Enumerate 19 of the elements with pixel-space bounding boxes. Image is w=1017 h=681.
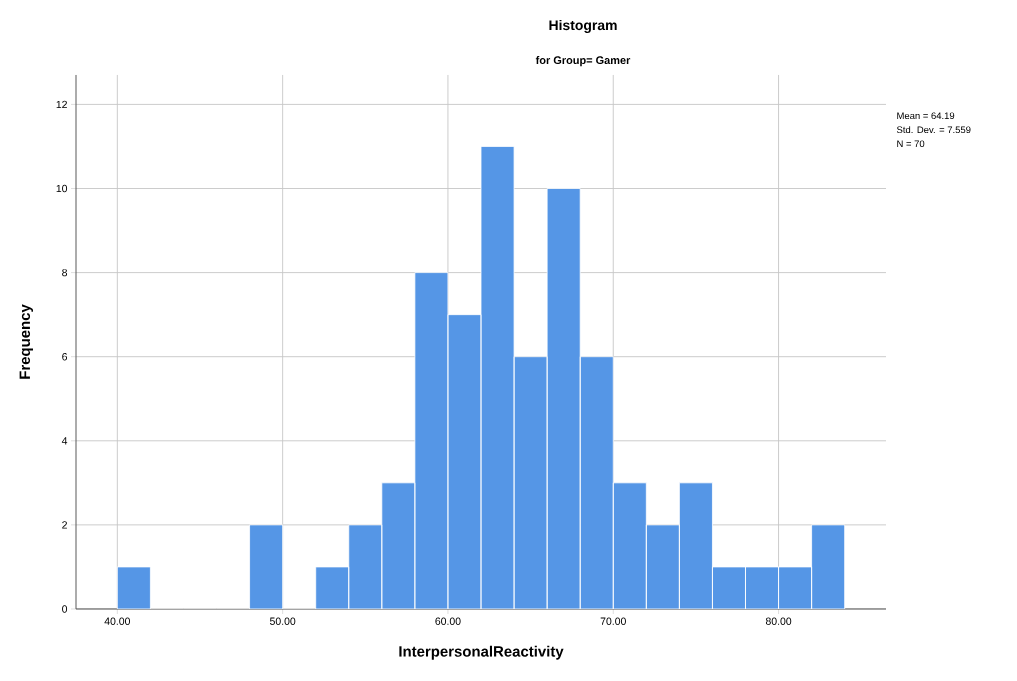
- y-tick-label: 4: [61, 437, 68, 445]
- x-tick-label: 40.00: [104, 617, 131, 625]
- y-tick-label: 2: [62, 521, 67, 529]
- text: Std. Dev. = 7.559: [896, 126, 971, 134]
- text: N = 70: [897, 140, 925, 148]
- chart-subtitle: for Group= Gamer: [535, 56, 631, 67]
- y-tick-label: 8: [62, 268, 68, 277]
- y-tick-label: 6: [62, 353, 68, 361]
- y-tick-label: 0: [62, 605, 68, 613]
- x-tick-label: 70.00: [600, 617, 626, 625]
- text: Mean = 64.19: [897, 112, 955, 120]
- chart-title: Histogram: [549, 19, 617, 33]
- x-tick-label: 60.00: [435, 617, 461, 625]
- y-tick-label: 12: [56, 100, 67, 109]
- y-tick-label: 10: [56, 184, 68, 193]
- x-axis-title: InterpersonalReactivity: [399, 645, 564, 660]
- x-tick-label: 50.00: [269, 617, 296, 625]
- x-tick-label: 80.00: [765, 617, 792, 625]
- y-axis-title: Frequency: [19, 304, 34, 379]
